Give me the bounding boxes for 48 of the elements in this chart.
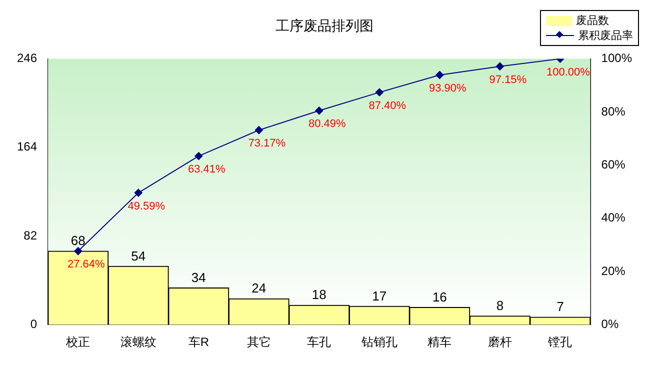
data-label: 93.90% [429, 82, 467, 95]
y2-tick-label: 40% [601, 210, 626, 225]
data-label: 68 [70, 233, 86, 248]
data-label: 80.49% [308, 118, 346, 130]
point [496, 62, 504, 70]
data-label: 8 [496, 298, 504, 314]
x-tick-label: 磨杆 [488, 335, 512, 350]
y2-tick-label: 80% [601, 104, 626, 118]
y2-tick-label: 0% [601, 316, 619, 331]
y2-tick-label: 100% [601, 51, 632, 66]
point [74, 247, 82, 256]
point [194, 152, 203, 160]
x-tick-label: 滚螺纹 [120, 335, 156, 350]
data-label: 34 [191, 270, 206, 285]
data-label: 63.41% [188, 164, 226, 176]
chart-title: 工序废品排列图 [276, 17, 374, 34]
legend-label: 废品数 [576, 13, 609, 28]
data-label: 49.59% [128, 200, 166, 212]
data-label: 100.00% [546, 66, 590, 78]
point [436, 71, 444, 80]
data-label: 97.15% [489, 74, 527, 86]
y-tick-label: 164 [16, 140, 38, 154]
data-label: 17 [372, 288, 387, 304]
data-label: 27.64% [67, 258, 106, 271]
point [254, 126, 263, 134]
data-label: 73.17% [248, 138, 286, 150]
x-tick-label: 车R [188, 335, 210, 350]
data-label: 54 [131, 248, 146, 264]
data-label: 24 [252, 280, 266, 296]
data-label: 87.40% [368, 100, 406, 112]
y-tick-label: 0 [30, 316, 38, 331]
x-tick-label: 精车 [428, 335, 452, 350]
legend-label: 累积废品率 [578, 28, 633, 43]
y-tick-label: 246 [16, 51, 38, 66]
data-label: 18 [312, 287, 326, 302]
point [134, 188, 142, 197]
data-label: 16 [432, 289, 447, 304]
point [315, 106, 324, 115]
point [375, 88, 384, 96]
data-label: 7 [556, 299, 564, 314]
x-tick-label: 校正 [65, 335, 90, 350]
y-tick-label: 82 [24, 228, 38, 242]
y2-tick-label: 20% [601, 264, 626, 278]
x-tick-label: 车孔 [307, 335, 332, 350]
x-tick-label: 其它 [246, 335, 271, 350]
x-tick-label: 钻销孔 [360, 335, 398, 350]
x-tick-label: 镗孔 [547, 335, 572, 350]
y2-tick-label: 60% [601, 157, 626, 172]
